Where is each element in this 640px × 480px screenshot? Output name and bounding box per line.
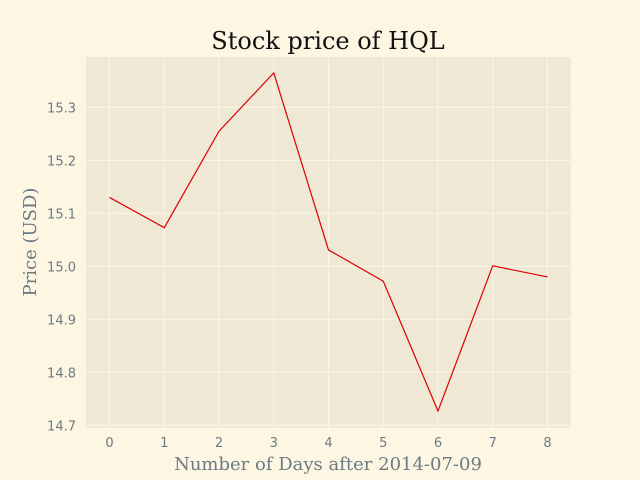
x-tick-label: 8 (543, 436, 551, 451)
y-axis-label: Price (USD) (20, 188, 41, 297)
grid-lines (86, 57, 571, 428)
y-tick-label: 15.3 (47, 101, 76, 116)
x-tick-label: 1 (160, 436, 168, 451)
y-tick-label: 14.9 (47, 313, 76, 328)
y-tick-label: 14.7 (47, 419, 76, 434)
x-tick-label: 6 (434, 436, 442, 451)
chart-title: Stock price of HQL (211, 27, 445, 55)
y-tick-label: 14.8 (47, 366, 76, 381)
y-tick-label: 15.0 (47, 260, 76, 275)
y-tick-label: 15.2 (47, 154, 76, 169)
price-line (109, 71, 548, 413)
x-tick-label: 7 (489, 436, 497, 451)
x-tick-label: 5 (379, 436, 387, 451)
tick-labels: 0 1 2 3 4 5 6 7 8 14.7 14.8 14.9 15.0 15.1 15.2 15.3 (47, 101, 552, 451)
x-tick-label: 0 (105, 436, 113, 451)
x-axis-label: Number of Days after 2014-07-09 (174, 454, 482, 475)
x-tick-label: 4 (324, 436, 332, 451)
x-tick-label: 3 (270, 436, 278, 451)
y-tick-label: 15.1 (47, 207, 76, 222)
x-tick-label: 2 (215, 436, 223, 451)
